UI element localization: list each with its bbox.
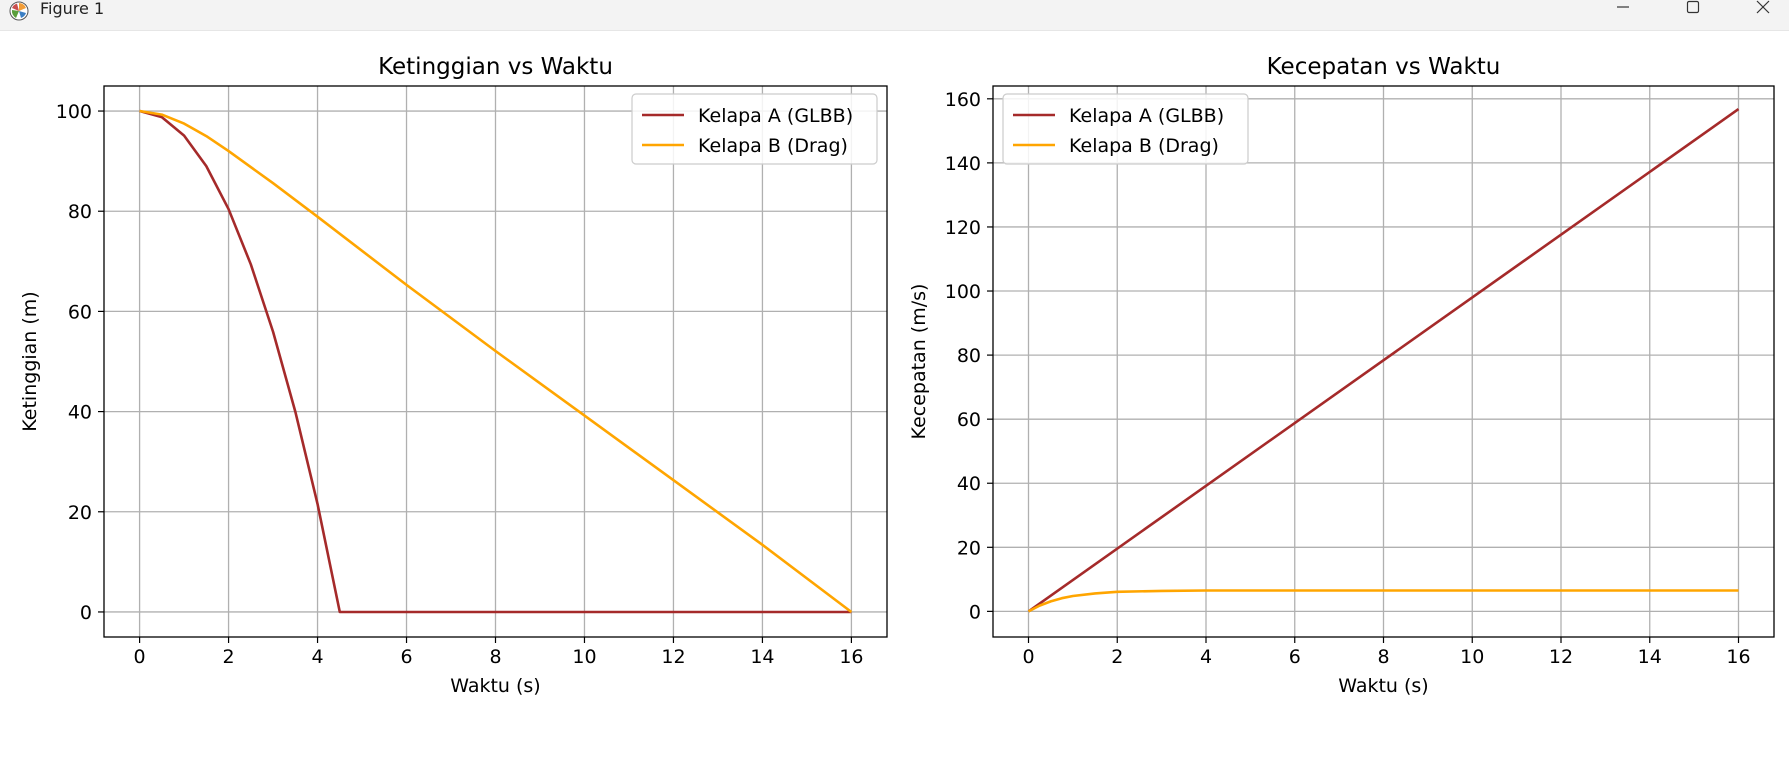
y-tick-label: 100 [945, 281, 981, 303]
y-tick-label: 20 [957, 537, 981, 559]
legend-label-glbb: Kelapa A (GLBB) [1069, 105, 1224, 127]
legend-label-drag: Kelapa B (Drag) [698, 135, 848, 157]
y-tick-label: 100 [56, 101, 92, 123]
x-tick-label: 2 [1111, 646, 1123, 668]
series-line-drag [139, 109, 853, 614]
x-tick-label: 16 [1726, 646, 1750, 668]
y-tick-label: 140 [945, 153, 981, 175]
series-line-glbb [1027, 108, 1740, 613]
window-titlebar: Figure 1 [0, 0, 1789, 31]
left-chart: 0 2 4 6 8 10 12 14 16 0 20 40 60 80 100 Ketinggian vs W… [19, 54, 888, 697]
x-tick-label: 6 [400, 646, 412, 668]
close-icon [1756, 0, 1770, 14]
minimize-icon [1617, 6, 1629, 8]
legend-box [1002, 93, 1249, 165]
legend: Kelapa A (GLBB) Kelapa B (Drag) [1002, 93, 1249, 165]
y-axis-label: Ketinggian (m) [19, 291, 41, 431]
y-tick-label: 80 [68, 201, 92, 223]
figure-canvas: 0 2 4 6 8 10 12 14 16 0 20 40 60 80 100 Ketinggian vs W… [0, 30, 1789, 775]
right-chart: 0 2 4 6 8 10 12 14 16020406080100120140160Kecepa… [908, 54, 1775, 697]
chart-title: Kecepatan vs Waktu [1267, 54, 1501, 80]
x-tick-label: 14 [750, 646, 774, 668]
x-tick-label: 10 [1460, 646, 1484, 668]
y-tick-label: 20 [68, 502, 92, 524]
x-tick-label: 12 [661, 646, 685, 668]
y-tick-label: 60 [68, 301, 92, 323]
minimize-button[interactable] [1600, 0, 1646, 18]
y-tick-label: 80 [957, 345, 981, 367]
x-tick-label: 8 [489, 646, 501, 668]
window-title: Figure 1 [40, 0, 105, 18]
y-tick-label: 60 [957, 409, 981, 431]
maximize-icon [1686, 0, 1700, 14]
y-tick-label: 0 [969, 601, 981, 623]
legend-box [631, 93, 878, 165]
x-axis-label: Waktu (s) [450, 675, 540, 697]
maximize-button[interactable] [1670, 0, 1716, 18]
legend-label-glbb: Kelapa A (GLBB) [698, 105, 853, 127]
matplotlib-icon [8, 0, 30, 22]
series-line-drag [1027, 589, 1739, 613]
x-axis-label: Waktu (s) [1338, 675, 1428, 697]
x-tick-label: 4 [1200, 646, 1212, 668]
legend: Kelapa A (GLBB) Kelapa B (Drag) [631, 93, 878, 165]
x-tick-label: 0 [1022, 646, 1034, 668]
series-line-glbb [139, 109, 852, 614]
legend-label-drag: Kelapa B (Drag) [1069, 135, 1219, 157]
y-tick-label: 0 [80, 602, 92, 624]
chart-title: Ketinggian vs Waktu [378, 54, 613, 80]
x-tick-label: 4 [311, 646, 323, 668]
y-tick-label: 160 [945, 89, 981, 111]
y-tick-label: 40 [68, 402, 92, 424]
y-axis-label: Kecepatan (m/s) [908, 284, 930, 440]
close-button[interactable] [1740, 0, 1786, 18]
x-tick-label: 6 [1289, 646, 1301, 668]
y-tick-label: 40 [957, 473, 981, 495]
x-tick-label: 10 [572, 646, 596, 668]
x-tick-label: 0 [134, 646, 146, 668]
y-tick-label: 120 [945, 217, 981, 239]
x-tick-label: 2 [223, 646, 235, 668]
x-tick-label: 8 [1377, 646, 1389, 668]
x-tick-label: 16 [839, 646, 863, 668]
x-tick-label: 14 [1638, 646, 1662, 668]
x-tick-label: 12 [1549, 646, 1573, 668]
